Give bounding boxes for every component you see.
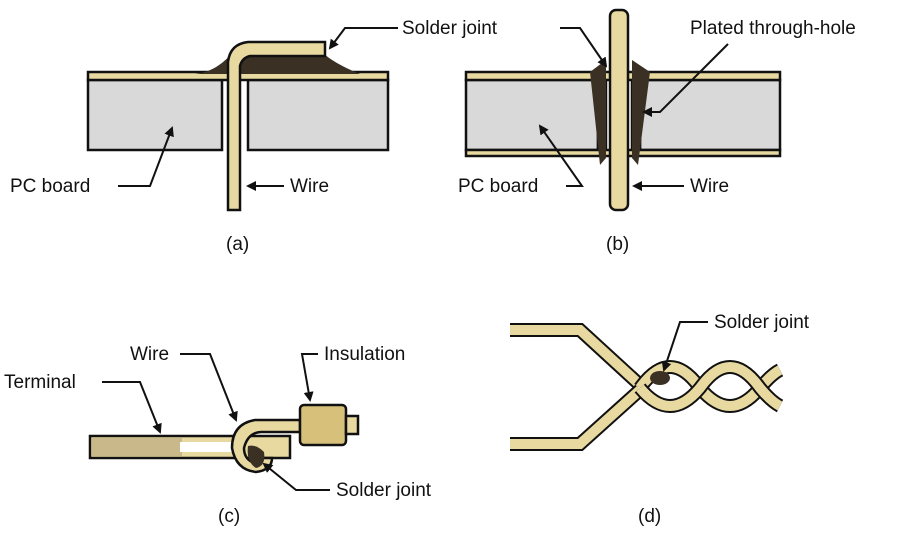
wire-label-c: Wire bbox=[130, 344, 169, 365]
solder-joint-label-c: Solder joint bbox=[336, 480, 432, 501]
solder-joint-leader-b bbox=[560, 27, 608, 68]
solder-c bbox=[247, 445, 265, 468]
solder-joint-leader-c bbox=[262, 462, 330, 491]
solder-joint-leader-a bbox=[328, 27, 398, 50]
solder-d bbox=[650, 371, 670, 385]
solder-joint-label-d: Solder joint bbox=[714, 312, 810, 333]
caption-c: (c) bbox=[218, 506, 240, 527]
pc-board-leader-a bbox=[118, 126, 174, 187]
pc-board-leader-b bbox=[538, 124, 584, 187]
terminal-label: Terminal bbox=[4, 372, 76, 393]
pc-board-right bbox=[246, 78, 390, 152]
caption-b: (b) bbox=[606, 234, 629, 255]
wire-label-a: Wire bbox=[290, 176, 329, 197]
wire-d-lower-core bbox=[510, 386, 644, 449]
terminal-dark bbox=[92, 438, 182, 456]
wire-label-b: Wire bbox=[690, 176, 729, 197]
solder-joint-leader-d bbox=[661, 321, 708, 372]
wire bbox=[226, 40, 327, 212]
plated-through-hole-label: Plated through-hole bbox=[690, 18, 856, 39]
twist-strand-2-core bbox=[636, 362, 783, 411]
terminal-slot bbox=[180, 442, 232, 452]
solder-joint-label-a: Solder joint bbox=[402, 18, 498, 39]
panel-b: Plated through-hole PC board Wire (b) bbox=[458, 8, 856, 255]
pc-board-label-b: PC board bbox=[458, 176, 538, 197]
wire-d-upper bbox=[510, 323, 645, 391]
pc-board-left-b bbox=[464, 78, 600, 152]
pc-board-label-a: PC board bbox=[10, 176, 90, 197]
panel-c: Wire Insulation Terminal Solder joint (c… bbox=[4, 344, 432, 527]
terminal-leader bbox=[102, 381, 162, 434]
wire-leader-c bbox=[180, 353, 238, 422]
wire-d-lower bbox=[510, 384, 645, 451]
panel-a: Solder joint PC board Wire (a) bbox=[10, 18, 498, 255]
plated-hole-leader bbox=[642, 43, 729, 117]
pc-board-left bbox=[86, 78, 224, 152]
caption-a: (a) bbox=[226, 234, 249, 255]
wire-end bbox=[344, 414, 360, 436]
wire-d-upper-core bbox=[510, 325, 644, 389]
wire-b bbox=[608, 8, 630, 212]
panel-d: Solder joint (d) bbox=[510, 312, 810, 527]
insulation-leader bbox=[300, 353, 318, 402]
insulation bbox=[298, 403, 348, 447]
caption-d: (d) bbox=[638, 506, 661, 527]
pc-board-right-b bbox=[638, 78, 782, 152]
insulation-label: Insulation bbox=[324, 344, 405, 365]
solder-fill-b bbox=[590, 60, 650, 165]
